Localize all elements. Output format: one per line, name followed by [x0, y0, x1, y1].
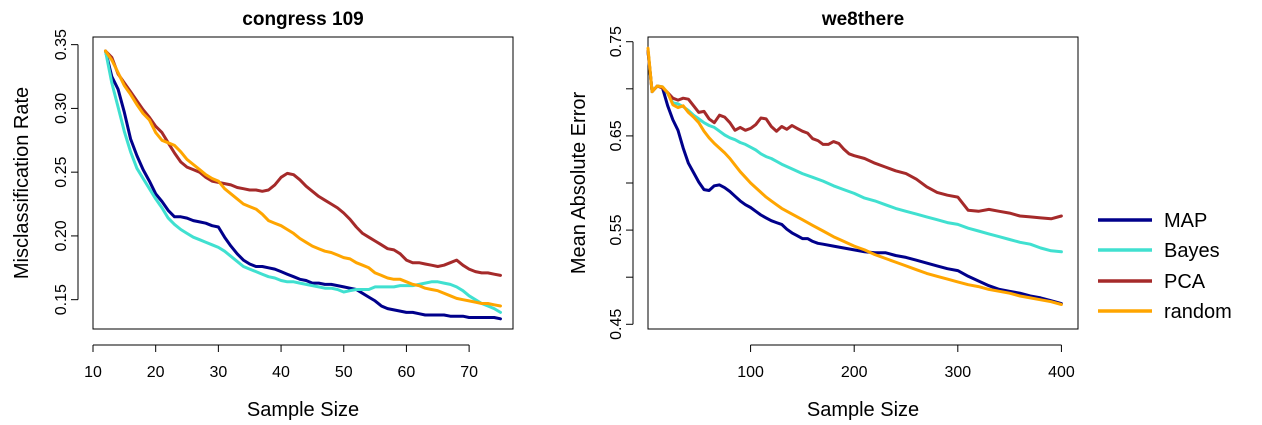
x-tick-label: 100: [737, 364, 764, 381]
x-axis-label: Sample Size: [807, 399, 919, 421]
x-axis: 10 20 30 40 50 60 70: [84, 344, 478, 381]
series-line-map: [646, 49, 1063, 306]
y-tick-label: 0.35: [53, 29, 70, 60]
legend-label-pca: PCA: [1164, 271, 1206, 293]
x-tick-label: 400: [1048, 364, 1075, 381]
legend-item-pca: PCA: [1098, 271, 1206, 293]
x-tick-label: 30: [209, 364, 227, 381]
legend-label-random: random: [1164, 301, 1232, 323]
legend-item-random: random: [1098, 301, 1232, 323]
series-line-pca: [646, 49, 1063, 221]
series-line-random: [646, 46, 1063, 306]
x-tick-label: 200: [841, 364, 868, 381]
y-axis: 0.15 0.20 0.25 0.30 0.35: [53, 29, 79, 315]
chart-title: we8there: [821, 9, 904, 30]
x-tick-label: 60: [398, 364, 416, 381]
series-line-bayes: [646, 49, 1063, 254]
series-line-pca: [104, 49, 502, 277]
x-tick-label: 70: [460, 364, 478, 381]
x-tick-label: 40: [272, 364, 290, 381]
chart-we8there: we8there 100 200 300 400 0.45 0.55 0.65 0.75 S…: [568, 9, 1079, 421]
legend-label-map: MAP: [1164, 210, 1207, 232]
chart-congress-109: congress 109 10 20 30 40 50 60 70 0.15 0.20 0.25…: [11, 9, 514, 421]
legend-item-map: MAP: [1098, 210, 1207, 232]
series-layer: [646, 46, 1063, 306]
x-tick-label: 50: [335, 364, 353, 381]
y-tick-label: 0.30: [53, 93, 70, 124]
x-axis: 100 200 300 400: [737, 344, 1075, 381]
series-line-map: [104, 49, 502, 321]
x-axis-label: Sample Size: [247, 399, 359, 421]
legend-label-bayes: Bayes: [1164, 240, 1220, 262]
x-tick-label: 20: [147, 364, 165, 381]
y-tick-label: 0.25: [53, 156, 70, 187]
legend: MAP Bayes PCA random: [1098, 210, 1232, 323]
chart-title: congress 109: [242, 9, 363, 30]
y-tick-label: 0.75: [608, 26, 625, 57]
y-tick-label: 0.15: [53, 284, 70, 315]
y-tick-label: 0.65: [608, 120, 625, 151]
y-axis-label: Misclassification Rate: [11, 87, 33, 279]
x-tick-label: 300: [944, 364, 971, 381]
plot-frame: [647, 36, 1079, 330]
y-axis-label: Mean Absolute Error: [568, 92, 590, 275]
y-axis: 0.45 0.55 0.65 0.75: [608, 26, 634, 340]
legend-item-bayes: Bayes: [1098, 240, 1220, 262]
series-line-bayes: [104, 49, 502, 314]
plot-frame: [92, 36, 514, 330]
series-line-random: [104, 49, 502, 308]
y-tick-label: 0.20: [53, 220, 70, 251]
y-tick-label: 0.55: [608, 214, 625, 245]
series-layer: [104, 49, 502, 321]
x-tick-label: 10: [84, 364, 102, 381]
y-tick-label: 0.45: [608, 309, 625, 340]
